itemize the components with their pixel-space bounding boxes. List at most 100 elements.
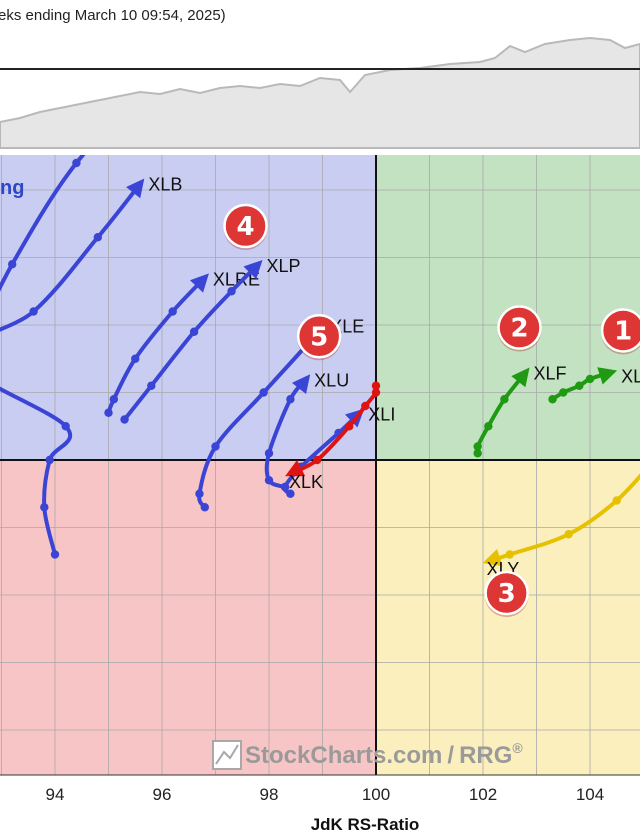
tail-label-xlb: XLB: [148, 175, 182, 195]
tail-point-xly: [612, 496, 621, 505]
tail-arrow-xlk: [285, 460, 306, 477]
tail-point-xle: [211, 442, 220, 451]
x-axis-ticks: 94 96 98 100 102 104: [46, 785, 605, 804]
tail-point-xle: [195, 489, 204, 498]
highlight-badge-number: 3: [498, 579, 516, 609]
tail-point-xlb: [61, 422, 70, 431]
tail-point-xlb: [45, 455, 54, 465]
tail-point-xlb: [93, 233, 103, 242]
tail-arrow-xly: [482, 549, 503, 567]
tail-label-xli: XLI: [368, 405, 395, 425]
tail-line-xlb: [0, 181, 143, 557]
tail-point-xlu: [264, 476, 274, 485]
tail-xlp[interactable]: XLP: [120, 256, 301, 424]
tail-arrow-xlb: [126, 178, 145, 199]
tail-point-xlk: [361, 401, 370, 411]
svg-text:StockCharts.com/RRG®: StockCharts.com / RRG®: [245, 740, 523, 769]
x-tick-label: 104: [576, 785, 604, 804]
highlight-badge-5: 5: [296, 314, 342, 361]
stockcharts-logo-icon: [212, 740, 242, 770]
tail-point-xlv: [8, 260, 17, 269]
tail-point-xlu: [286, 395, 295, 404]
rotation-tails: XLVXLBXLREXLPXLEXLUXLIXLKXLFXLCXLY: [0, 27, 640, 579]
tail-point-xlb: [40, 503, 49, 512]
tail-xly[interactable]: XLY: [482, 456, 640, 579]
tail-point-xlc: [585, 374, 595, 384]
highlight-badges: 1 2 3 4 5: [223, 203, 640, 618]
tail-point-xlc: [575, 381, 584, 390]
tail-point-xle: [259, 388, 268, 397]
tail-point-xlk: [345, 422, 354, 431]
x-axis-title: JdK RS-Ratio: [311, 815, 420, 834]
tail-point-xli: [286, 489, 295, 498]
tail-point-xlk: [371, 381, 381, 390]
tail-point-xly: [564, 530, 573, 539]
tail-point-xlc: [559, 388, 568, 397]
tail-point-xlu: [264, 449, 274, 458]
ratio-area: [0, 36, 640, 149]
x-tick-label: 98: [260, 785, 279, 804]
tail-point-xlp: [189, 327, 199, 336]
tail-point-xlf: [484, 422, 493, 431]
tail-point-xli: [280, 482, 290, 492]
tail-point-xle: [200, 503, 209, 512]
tail-label-xlp: XLP: [267, 256, 301, 276]
x-tick-label: 96: [153, 785, 172, 804]
tail-point-xlp: [147, 381, 156, 390]
highlight-badge-number: 2: [510, 314, 528, 344]
highlight-badge-number: 5: [310, 322, 328, 352]
highlight-badge-number: 1: [614, 316, 632, 346]
tail-arrow-xlf: [511, 367, 530, 388]
tail-point-xlb: [29, 307, 38, 316]
tail-point-xlp: [227, 287, 236, 296]
tail-point-xlb: [50, 550, 60, 559]
tail-label-xlu: XLU: [314, 370, 349, 390]
tail-point-xlv: [72, 158, 81, 168]
quadrant-leading: [376, 155, 640, 460]
tail-xlc[interactable]: XLC: [548, 366, 640, 404]
tail-label-xlk: XLK: [289, 472, 323, 492]
tail-arrow-xlre: [190, 273, 209, 293]
x-tick-label: 102: [469, 785, 497, 804]
watermark-brand: StockCharts.com: [245, 742, 442, 769]
quadrant-lagging: [0, 460, 376, 775]
watermark-reg: ®: [512, 740, 523, 756]
tail-point-xlre: [131, 354, 140, 363]
tail-point-xlre: [168, 307, 177, 316]
quadrant-label-improving: ng: [0, 177, 24, 199]
x-tick-label: 100: [362, 785, 390, 804]
tail-xlk[interactable]: XLK: [285, 381, 381, 493]
tail-arrow-xlp: [243, 259, 263, 280]
tail-point-xly: [505, 550, 514, 559]
tail-point-xlk: [371, 388, 381, 397]
tail-arrow-xlu: [291, 374, 311, 394]
highlight-badge-1: 1: [600, 308, 640, 355]
tail-xlv[interactable]: XLV: [0, 27, 273, 356]
watermark-product: RRG: [459, 742, 512, 769]
tail-point-xlk: [312, 455, 322, 465]
tail-point-xlf: [473, 442, 482, 451]
tail-label-xlc: XLC: [621, 366, 640, 386]
watermark: StockCharts.com / RRG®: [212, 740, 523, 770]
highlight-badge-4: 4: [223, 203, 268, 250]
quadrant-improving: [0, 155, 376, 460]
watermark-sep: /: [447, 742, 454, 769]
tail-point-xlre: [109, 395, 119, 404]
top-ratio-chart: [0, 36, 640, 149]
tail-arrow-xlc: [597, 367, 618, 385]
tail-point-xlf: [473, 449, 482, 458]
highlight-badge-3: 3: [484, 570, 529, 618]
tail-point-xlp: [120, 415, 129, 424]
highlight-badge-number: 4: [236, 212, 254, 242]
tail-xlf[interactable]: XLF: [473, 364, 567, 458]
chart-header-caption: eks ending March 10 09:54, 2025): [0, 7, 226, 24]
tail-point-xlc: [548, 395, 557, 404]
tail-label-xlf: XLF: [534, 364, 567, 384]
highlight-badge-2: 2: [497, 305, 542, 352]
tail-point-xlf: [500, 395, 509, 404]
x-tick-label: 94: [46, 785, 65, 804]
tail-xlb[interactable]: XLB: [0, 175, 182, 559]
quadrant-weakening: [376, 460, 640, 775]
